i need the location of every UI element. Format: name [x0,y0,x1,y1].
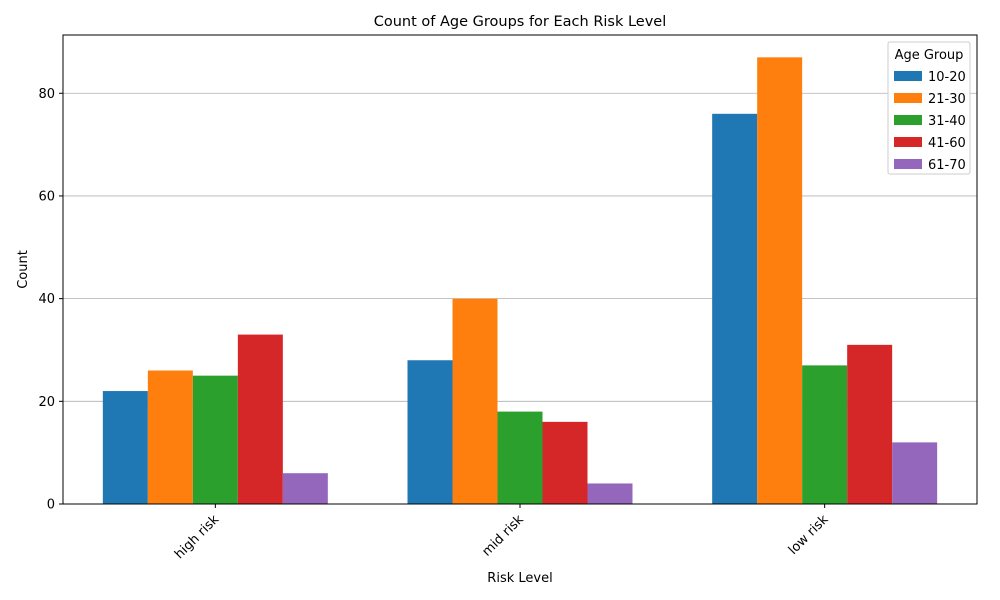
y-tick-label: 80 [38,87,55,102]
chart-title: Count of Age Groups for Each Risk Level [374,14,667,30]
y-tick-label: 60 [38,189,55,204]
y-tick-label: 40 [38,292,55,307]
legend: Age Group 10-20 21-30 31-40 41-60 61-70 [887,41,971,175]
bar [847,344,893,504]
legend-label: 41-60 [928,136,966,151]
legend-label: 31-40 [928,114,966,129]
legend-label: 21-30 [928,92,966,107]
legend-swatch [894,115,922,125]
legend-swatch [894,159,922,169]
x-tick-label: low risk [786,512,832,558]
bar [407,360,453,504]
y-axis-ticks: 0 20 40 60 80 [38,87,63,513]
bar [497,411,543,504]
legend-title: Age Group [895,48,964,63]
legend-swatch [894,71,922,81]
legend-swatch [894,93,922,103]
gridlines [63,92,977,402]
bar [712,113,758,505]
y-axis-label: Count [16,250,31,289]
y-tick-label: 0 [47,498,55,513]
legend-label: 61-70 [928,158,966,173]
bar [192,375,238,504]
bars [102,57,938,505]
x-axis-ticks: high risk mid risk low risk [172,504,832,562]
x-tick-label: mid risk [480,512,528,560]
bar [587,483,633,504]
bar [147,370,193,504]
bar [757,57,803,504]
bar [237,334,283,504]
bar [892,442,938,504]
bar [542,421,588,504]
bar [282,473,328,504]
legend-swatch [894,137,922,147]
bar [802,365,848,504]
x-axis-label: Risk Level [487,571,552,586]
y-tick-label: 20 [38,395,55,410]
bar [452,298,498,504]
x-tick-label: high risk [172,512,222,562]
bar [102,391,148,504]
legend-label: 10-20 [928,70,966,85]
